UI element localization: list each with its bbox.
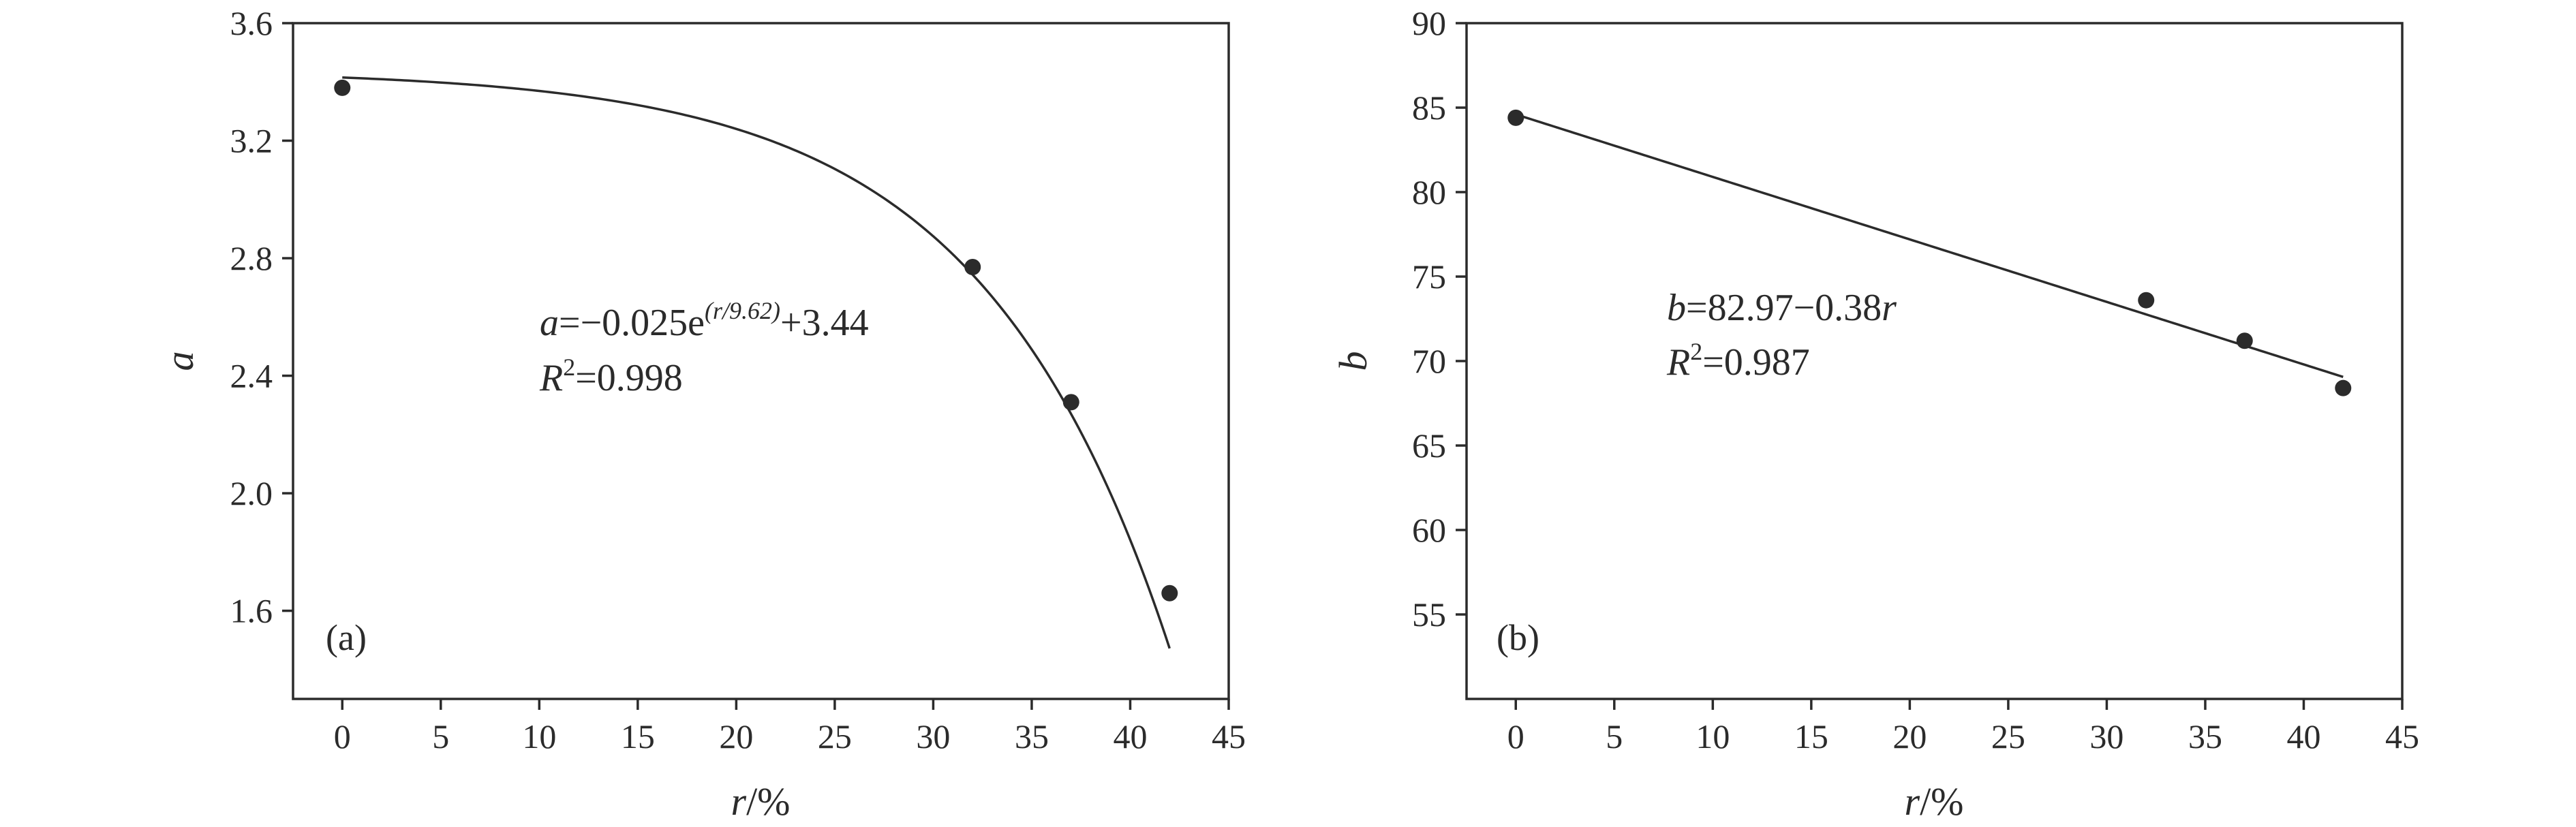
panel-b-data-point [2138,292,2155,309]
panel-b-marks: 0 5 10 15 20 25 30 35 40 45 55 60 65 70 75 80 85 90 [1412,4,2419,755]
panel-b-data-point [2335,379,2352,396]
panel-a-chart: 0 5 10 15 20 25 30 35 40 45 1.6 2.0 2.4 2.8 3.2 3.6 (a)… [157,4,1246,824]
panel-b-plot-frame [1465,22,2404,700]
panel-b-y-tick-label: 75 [1412,258,1446,296]
panel-a-y-tick-label: 1.6 [230,592,273,630]
panel-a-fit-curve [342,76,1171,649]
panel-a-y-tick-label: 2.8 [230,239,273,277]
panel-a-y-tick-label: 3.2 [230,122,273,160]
panel-a-y-tick-label: 2.0 [230,474,273,512]
panel-b-x-tick-label: 10 [1696,717,1730,755]
panel-a-x-tick-label: 45 [1212,717,1246,755]
panel-a-x-tick-label: 30 [916,717,950,755]
panel-b-y-tick-label: 70 [1412,342,1446,380]
panel-a-x-tick-label: 20 [719,717,753,755]
panel-b-x-tick-label: 25 [1991,717,2025,755]
panel-b-x-tick-label: 5 [1606,717,1623,755]
panel-a-data-point [1062,394,1079,411]
panel-b-y-axis-title: b [1331,352,1375,371]
panel-a-plot-frame [292,22,1230,700]
panel-b-label: (b) [1497,617,1539,658]
panel-b-y-tick-label: 85 [1412,89,1446,127]
panel-b-y-tick-label: 60 [1412,511,1446,549]
panel-a-data-point [334,79,351,96]
panel-a-x-tick-label: 35 [1015,717,1049,755]
panel-b-equation: b=82.97−0.38r [1667,287,1897,329]
panel-b-x-tick-label: 45 [2385,717,2419,755]
panel-a-x-tick-label: 0 [334,717,351,755]
panel-b-data-point [1507,109,1524,126]
panel-b-x-tick-label: 20 [1892,717,1927,755]
panel-a-x-tick-label: 15 [621,717,655,755]
panel-b-x-tick-label: 35 [2188,717,2222,755]
panel-a-label: (a) [326,617,367,658]
panel-a-r-squared: R2=0.998 [539,354,683,399]
panel-a-marks: 0 5 10 15 20 25 30 35 40 45 1.6 2.0 2.4 2.8 3.2 3.6 [230,4,1246,755]
panel-a-y-tick-label: 3.6 [230,4,273,42]
panel-a-data-point [1161,584,1178,602]
panel-b-x-tick-label: 40 [2286,717,2320,755]
panel-b-y-tick-label: 80 [1412,173,1446,211]
panel-a-x-tick-label: 25 [818,717,852,755]
panel-a-equation: a=−0.025e(r/9.62)+3.44 [540,297,869,344]
panel-b-x-tick-label: 15 [1794,717,1828,755]
panel-b-chart: 0 5 10 15 20 25 30 35 40 45 55 60 65 70 75 80 85 90 (b) b… [1331,4,2419,824]
panel-b-y-tick-label: 90 [1412,4,1446,42]
panel-a-y-axis-title: a [157,352,202,371]
panel-b-fit-curve [1515,113,2344,378]
panel-a-y-tick-label: 2.4 [230,357,273,395]
panel-a-x-axis-title: r/% [731,779,790,824]
panel-a-data-point [964,258,981,275]
panel-b-data-point [2236,332,2253,349]
panel-b-x-tick-label: 0 [1507,717,1524,755]
panel-a-x-tick-label: 5 [432,717,449,755]
panel-b-x-axis-title: r/% [1904,779,1963,824]
panel-b-r-squared: R2=0.987 [1666,338,1810,384]
panel-a-x-tick-label: 10 [522,717,556,755]
panel-b-y-tick-label: 55 [1412,595,1446,634]
panel-a-x-tick-label: 40 [1113,717,1147,755]
panel-b-x-tick-label: 30 [2089,717,2123,755]
panel-b-y-tick-label: 65 [1412,426,1446,465]
